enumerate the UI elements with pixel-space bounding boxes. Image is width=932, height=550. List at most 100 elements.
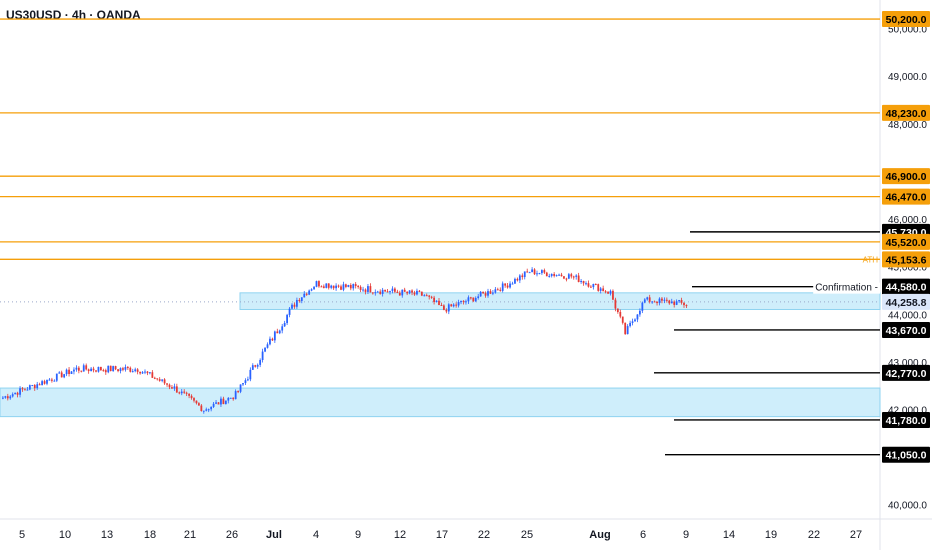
candle-body [2, 397, 4, 399]
time-axis-ticks[interactable]: 5 10 13 18 21 26 Jul 4 9 12 17 22 25 Aug 6 9 14 19 22 27 [19, 529, 862, 541]
candle-body [374, 292, 377, 294]
candle-body [565, 278, 568, 280]
candle-body [144, 371, 146, 373]
candle-body [594, 283, 597, 285]
candle-body [129, 367, 132, 372]
price-tick-label: 40,000.0 [888, 501, 927, 512]
candle-body [668, 300, 671, 304]
candle-body [631, 321, 634, 323]
candle-body [291, 304, 293, 309]
price-tick-label: 41,000.0 [888, 453, 927, 464]
candle-body [435, 300, 438, 303]
candle-body [376, 291, 379, 293]
candle-body [599, 288, 602, 291]
candle-body [217, 402, 220, 405]
candle-body [215, 402, 217, 404]
candle-body [320, 286, 323, 288]
candle-body [541, 270, 543, 274]
candle-body [496, 289, 499, 291]
candle-body [567, 274, 570, 279]
time-tick-label: 27 [850, 529, 862, 541]
candle-body [21, 388, 24, 390]
candle-body [139, 371, 141, 374]
candle-body [247, 379, 249, 381]
currency-label[interactable]: USD [894, 12, 918, 24]
candle-body [55, 373, 58, 381]
candle-body [266, 344, 269, 348]
candle-body [82, 365, 85, 372]
candle-body [364, 289, 367, 292]
candle-body [303, 293, 306, 298]
candle-body [65, 369, 68, 375]
candle-body [450, 304, 453, 307]
candle-body [264, 347, 266, 352]
candle-body [31, 385, 34, 387]
candle-body [391, 288, 394, 292]
price-tick-label: 45,000.0 [888, 263, 927, 274]
candle-body [423, 295, 426, 297]
candle-body [367, 286, 369, 292]
price-tag-label: 43,670.0 [886, 325, 927, 337]
time-tick-label: 6 [640, 529, 646, 541]
price-tick-label: 48,000.0 [888, 120, 927, 131]
candle-body [242, 383, 244, 385]
candle-body [379, 291, 382, 294]
candle-body [624, 322, 627, 335]
candle-body [538, 273, 541, 275]
price-tag-label: 45,153.6 [886, 254, 927, 266]
candle-body [523, 271, 526, 278]
time-tick-label: 25 [521, 529, 533, 541]
candle-body [224, 400, 227, 405]
candle-body [528, 272, 531, 274]
candle-body [322, 286, 325, 288]
candle-body [85, 365, 88, 370]
price-tag-bg [882, 364, 930, 381]
candle-body [46, 380, 48, 384]
time-tick-label: 14 [723, 529, 735, 541]
candle-body [572, 276, 575, 278]
candle-body [398, 292, 401, 296]
candle-body [342, 284, 345, 290]
candle-body [97, 366, 100, 372]
candle-body [149, 372, 151, 374]
candle-body [330, 285, 333, 288]
candle-body [239, 384, 242, 392]
price-tag-bg [882, 446, 930, 463]
candle-body [443, 305, 445, 310]
candle-body [122, 368, 124, 370]
zones-layer [0, 292, 881, 418]
candle-body [406, 291, 409, 294]
candle-body [472, 297, 475, 302]
candle-body [33, 385, 36, 389]
candle-body [457, 302, 460, 306]
candle-body [229, 397, 232, 399]
candle-body [68, 369, 70, 375]
price-tag-bg [882, 223, 930, 240]
candle-body [269, 338, 271, 345]
candle-body [665, 299, 668, 301]
candle-body [354, 284, 357, 286]
candle-body [337, 285, 340, 287]
price-tag-label: 48,230.0 [886, 108, 927, 120]
candle-body [158, 379, 161, 381]
candle-body [416, 290, 418, 295]
candle-body [227, 397, 230, 401]
candle-body [501, 283, 504, 291]
time-tick-label: 5 [19, 529, 25, 541]
price-tick-label: 50,000.0 [888, 25, 927, 36]
price-axis-panel[interactable] [880, 0, 932, 550]
candle-body [73, 369, 75, 372]
candle-body [124, 367, 127, 370]
symbol-title[interactable]: US30USD · 4h · OANDA [6, 8, 141, 22]
candle-body [516, 278, 519, 281]
candle-body [220, 398, 222, 405]
candle-body [308, 290, 311, 295]
candle-body [75, 367, 78, 370]
time-tick-label: 22 [808, 529, 820, 541]
candle-body [452, 304, 455, 307]
candle-body [428, 295, 431, 297]
candle-body [190, 395, 193, 399]
candle-body [109, 365, 112, 372]
candle-body [533, 269, 536, 275]
